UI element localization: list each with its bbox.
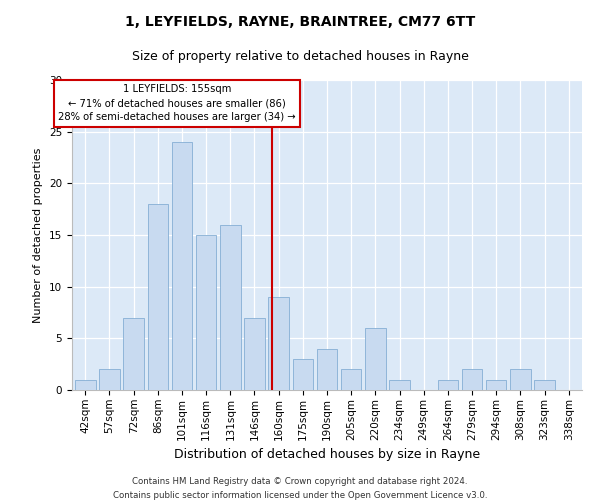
Bar (220, 224, 241, 390)
Bar (365, 328, 386, 390)
Bar (510, 370, 530, 390)
Bar (293, 359, 313, 390)
Bar (389, 380, 410, 390)
Bar (534, 380, 555, 390)
Y-axis label: Number of detached properties: Number of detached properties (34, 148, 43, 322)
Bar (172, 142, 192, 390)
Bar (148, 204, 168, 390)
Bar (124, 318, 144, 390)
Text: Contains HM Land Registry data © Crown copyright and database right 2024.: Contains HM Land Registry data © Crown c… (132, 478, 468, 486)
Text: 1 LEYFIELDS: 155sqm
← 71% of detached houses are smaller (86)
28% of semi-detach: 1 LEYFIELDS: 155sqm ← 71% of detached ho… (58, 84, 296, 122)
Bar (196, 235, 217, 390)
Bar (75, 380, 95, 390)
Text: 1, LEYFIELDS, RAYNE, BRAINTREE, CM77 6TT: 1, LEYFIELDS, RAYNE, BRAINTREE, CM77 6TT (125, 15, 475, 29)
Bar (268, 297, 289, 390)
Text: Contains public sector information licensed under the Open Government Licence v3: Contains public sector information licen… (113, 491, 487, 500)
Bar (437, 380, 458, 390)
X-axis label: Distribution of detached houses by size in Rayne: Distribution of detached houses by size … (174, 448, 480, 461)
Bar (244, 318, 265, 390)
Bar (341, 370, 361, 390)
Bar (486, 380, 506, 390)
Text: Size of property relative to detached houses in Rayne: Size of property relative to detached ho… (131, 50, 469, 63)
Bar (99, 370, 120, 390)
Bar (317, 348, 337, 390)
Bar (462, 370, 482, 390)
